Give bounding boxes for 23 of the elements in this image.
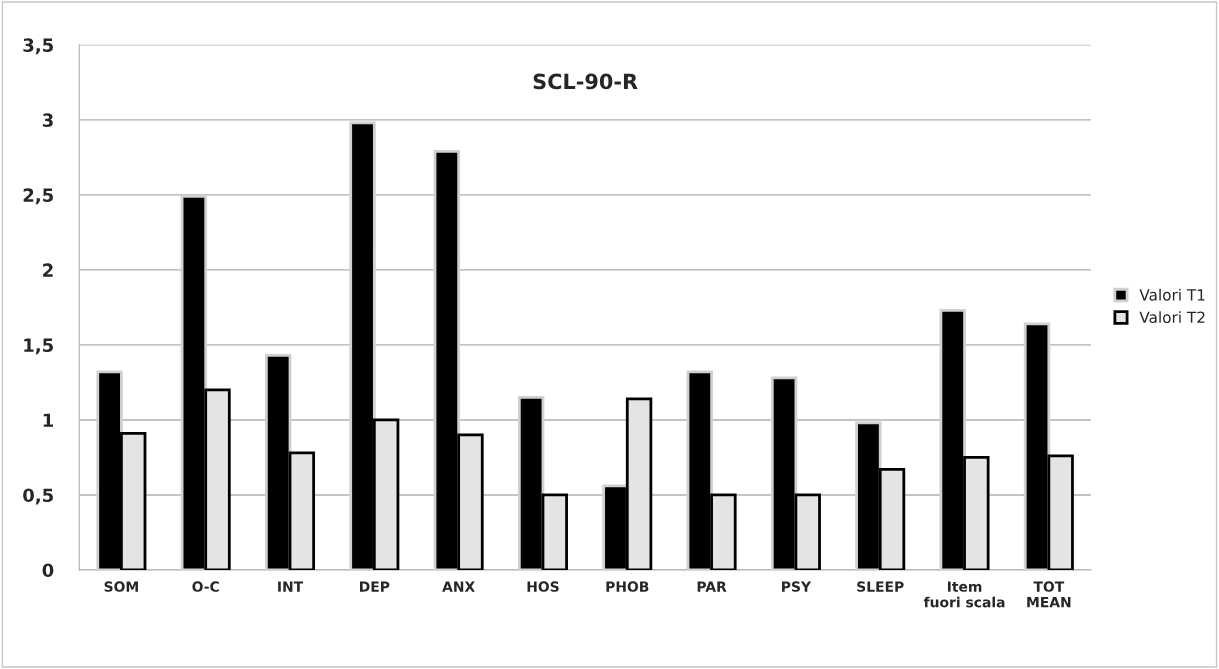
- y-tick-label: 0: [42, 563, 54, 578]
- y-tick-label: 1,5: [24, 338, 53, 355]
- y-tick-label: 3,5: [23, 38, 53, 55]
- x-tick-label: INT: [278, 581, 304, 592]
- x-tick-label: SOM: [104, 581, 138, 592]
- x-tick-label: HOS: [527, 581, 559, 592]
- y-tick-label: 3: [42, 113, 53, 127]
- y-tick-label: 2,5: [23, 188, 53, 205]
- legend-label: Valori T2: [1139, 311, 1205, 324]
- x-tick-label: PHOB: [606, 581, 649, 592]
- legend-label: Valori T1: [1139, 288, 1205, 301]
- y-tick-label: 0,5: [23, 488, 53, 505]
- x-tick-label: DEP: [360, 581, 390, 592]
- x-tick-label: PAR: [697, 581, 727, 592]
- x-tick-label: O-C: [192, 581, 219, 592]
- x-tick-label: Item fuori scala: [923, 581, 1005, 608]
- y-tick-label: 2: [43, 263, 53, 277]
- x-tick-label: TOT MEAN: [1027, 581, 1071, 608]
- text: SCL-90-R: [533, 73, 638, 90]
- x-tick-label: SLEEP: [857, 581, 904, 592]
- x-tick-label: ANX: [442, 581, 475, 592]
- x-tick-label: PSY: [782, 581, 812, 592]
- y-tick-label: 1: [43, 413, 53, 427]
